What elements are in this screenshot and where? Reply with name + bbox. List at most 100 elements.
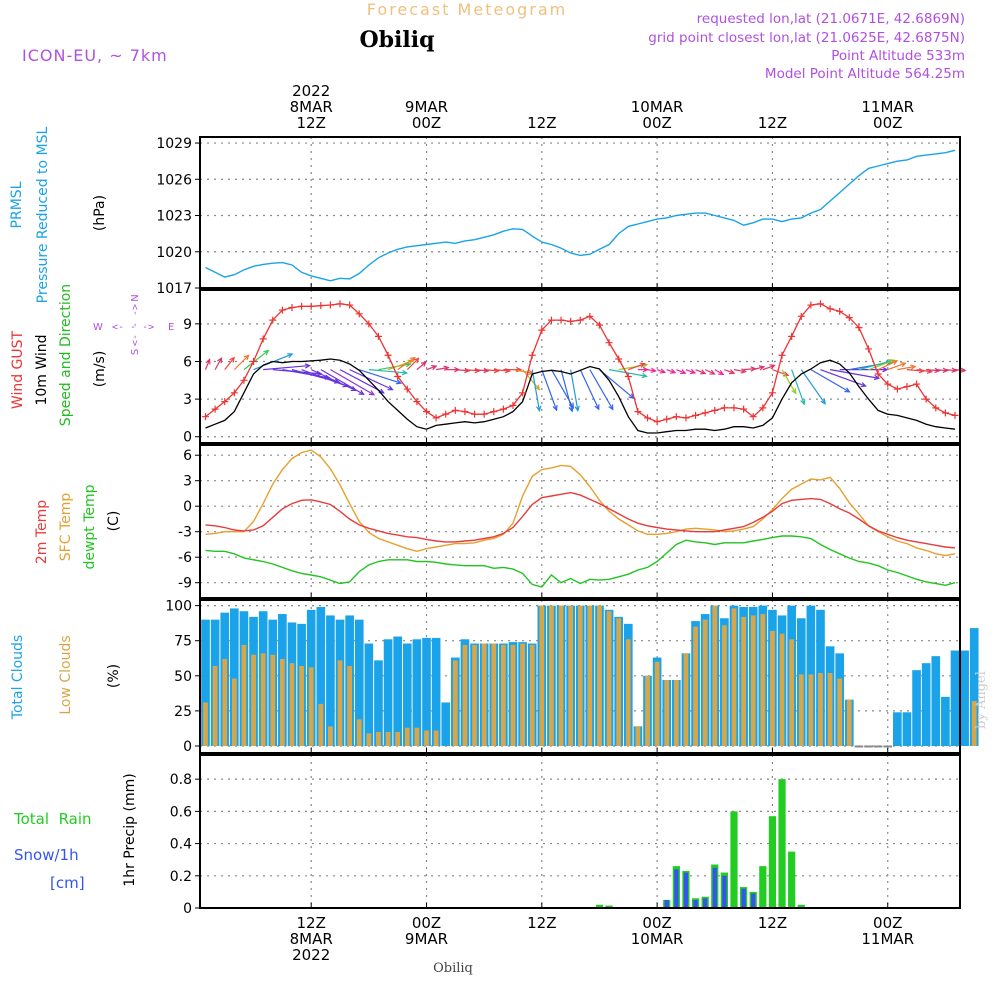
wind-arrow xyxy=(589,369,614,410)
snow-bar xyxy=(664,899,669,908)
compass-w: W xyxy=(93,322,103,333)
y-tick-label: 50 xyxy=(174,669,192,685)
wind-arrow xyxy=(676,369,686,374)
wind-arrow xyxy=(474,369,489,372)
y-tick-label: -9 xyxy=(178,576,192,592)
total-clouds-bar xyxy=(393,636,403,746)
low-clouds-bar xyxy=(520,643,525,746)
wind-arrow-head xyxy=(650,367,657,373)
temperature-panel: -9 -6 -3 0 3 6 xyxy=(178,444,961,599)
low-clouds-bar xyxy=(731,608,737,746)
wind-arrow xyxy=(397,357,416,371)
wind-arrow-head xyxy=(304,363,311,369)
wind-arrow-head xyxy=(709,369,716,375)
wind-arrow-head xyxy=(594,404,600,411)
gust-marker xyxy=(307,302,315,310)
wind-arrow xyxy=(531,369,541,411)
low-clouds-bar xyxy=(366,733,372,746)
wind-arrow xyxy=(810,369,850,393)
wind-arrow-head xyxy=(608,404,614,411)
low-clouds-bar xyxy=(481,643,487,746)
wind-arrow-head xyxy=(641,372,648,379)
gust-marker xyxy=(788,332,796,340)
wind-arrow-head xyxy=(413,357,420,364)
snow-bar xyxy=(712,867,717,908)
panel-frame xyxy=(199,599,961,754)
gust-marker xyxy=(893,385,901,393)
gust-marker xyxy=(865,345,873,353)
wind-arrow-head xyxy=(263,349,270,356)
wind-arrow-head xyxy=(217,356,223,364)
panel-frame xyxy=(199,136,961,289)
total-clouds-bar xyxy=(960,650,969,746)
low-clouds-bar xyxy=(452,660,458,746)
rain-bar xyxy=(759,866,767,908)
wind-arrow xyxy=(916,369,932,373)
wind-arrow-head xyxy=(680,369,687,375)
precip-unit: 1hr Precip (mm) xyxy=(122,773,138,886)
gust-marker xyxy=(374,332,382,340)
y-tick-label: 6 xyxy=(183,354,192,370)
time-label-bottom: 00Z xyxy=(642,914,671,932)
total-rain-label: Total Rain xyxy=(13,810,92,828)
wind-arrow-head xyxy=(659,368,667,374)
wind-arrow-head xyxy=(783,371,790,377)
low-clouds-bar xyxy=(414,727,420,746)
wind-arrow xyxy=(368,369,407,374)
low-clouds-bar xyxy=(808,674,814,746)
y-tick-label: 1020 xyxy=(156,245,192,261)
total-clouds-bar xyxy=(412,639,422,746)
y-tick-label: -6 xyxy=(178,550,192,566)
wind-arrow xyxy=(800,369,826,405)
gust-marker xyxy=(461,408,469,416)
gust-marker xyxy=(768,389,776,397)
snow-bar xyxy=(703,898,708,908)
gust-marker xyxy=(384,351,392,359)
total-clouds-bar xyxy=(354,619,364,746)
low-clouds-bar xyxy=(539,605,545,746)
gust-marker xyxy=(355,310,363,318)
gust-marker xyxy=(547,316,555,324)
snow-bar xyxy=(722,875,727,908)
gust-marker xyxy=(692,411,700,419)
wind-direction-label: Speed and Direction xyxy=(58,284,74,426)
y-tick-label: 1029 xyxy=(156,136,192,152)
low-clouds-bar xyxy=(231,678,237,746)
low-clouds-bar xyxy=(645,675,650,746)
wind-arrow xyxy=(743,368,756,371)
gust-marker xyxy=(298,302,306,310)
footer-location: Obiliq xyxy=(433,961,473,976)
low-clouds-bar xyxy=(712,605,718,746)
gust-marker xyxy=(644,414,652,422)
gust-marker xyxy=(730,404,738,412)
wind-arrow xyxy=(781,369,797,394)
wind-arrow-head xyxy=(844,387,851,393)
gust-marker xyxy=(615,355,623,363)
time-label-bottom: 12Z xyxy=(758,914,787,932)
wind-arrow xyxy=(666,369,676,374)
wind-arrow-head xyxy=(892,360,899,366)
total-clouds-bar xyxy=(374,660,383,746)
y-tick-label: 0.8 xyxy=(170,772,192,788)
wind-arrow-head xyxy=(860,382,867,388)
gust-marker xyxy=(480,410,488,418)
wind-arrow xyxy=(214,357,222,370)
low-clouds-bar xyxy=(846,699,852,746)
wind-arrow xyxy=(233,354,250,371)
time-label-bottom: 12Z xyxy=(297,914,326,932)
wind-arrow xyxy=(724,369,735,374)
wind-arrow-head xyxy=(882,366,889,373)
wind-arrow xyxy=(560,369,573,412)
wind-arrow-head xyxy=(493,367,501,374)
compass-s: S xyxy=(130,349,141,355)
wind-arrow-head xyxy=(401,369,409,376)
low-clouds-bar xyxy=(616,618,622,746)
snow-bar xyxy=(751,893,756,908)
wind-arrow xyxy=(359,369,402,384)
gust-marker xyxy=(365,320,373,328)
wind-arrow xyxy=(753,366,764,371)
low-clouds-bar xyxy=(289,663,295,746)
low-clouds-bar xyxy=(741,616,746,746)
